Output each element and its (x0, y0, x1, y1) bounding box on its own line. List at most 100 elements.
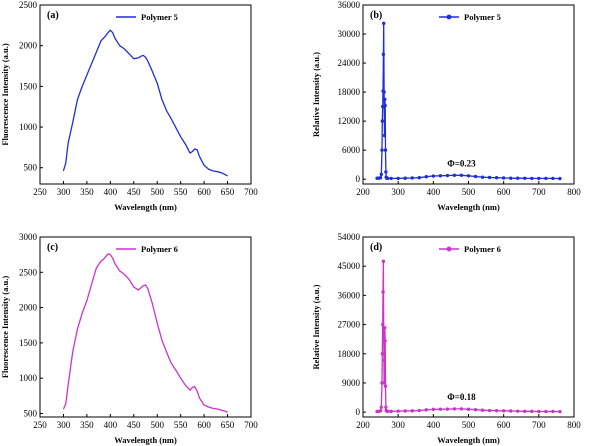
panel-label: (c) (47, 242, 58, 253)
y-tick-label: 18000 (338, 349, 361, 359)
data-point (487, 175, 492, 180)
data-point (473, 408, 478, 412)
legend-marker (446, 14, 452, 20)
data-point (530, 176, 534, 181)
data-point (389, 176, 393, 181)
x-tick-label: 200 (356, 420, 370, 430)
data-point (385, 176, 390, 181)
y-tick-label: 500 (24, 408, 38, 418)
data-point (381, 290, 385, 294)
data-point (501, 176, 506, 180)
data-point (403, 176, 407, 180)
data-point (530, 409, 534, 414)
y-tick-label: 1500 (19, 81, 38, 91)
data-point (523, 176, 527, 180)
y-tick-label: 18000 (338, 87, 361, 97)
data-point (452, 173, 457, 177)
data-point (383, 103, 387, 108)
panel-c: 250 300 350 400 450 500 550 600 650 700 500 1000 150… (0, 232, 258, 445)
data-point (410, 409, 414, 413)
x-tick-label: 500 (462, 187, 476, 197)
data-point (537, 176, 541, 181)
y-axis-label: Fluorescence Intensity (a.u.) (0, 276, 10, 378)
x-tick-label: 450 (127, 187, 141, 197)
x-tick-label: 300 (391, 187, 405, 197)
x-tick-label: 500 (150, 187, 164, 197)
legend-label: Polymer 5 (141, 12, 178, 22)
y-tick-label: 3000 (19, 232, 38, 242)
panel-b: 200 300 400 500 600 700 800 0 6000 12000 18000 2400… (311, 0, 581, 212)
series-line (62, 29, 228, 177)
y-tick-label: 36000 (338, 290, 361, 300)
y-tick-label: 45000 (338, 261, 361, 271)
data-point (383, 339, 387, 343)
data-point (385, 409, 390, 414)
y-tick-label: 500 (24, 163, 38, 173)
x-tick-label: 600 (497, 420, 511, 430)
data-point (551, 176, 555, 181)
data-point (424, 408, 428, 412)
data-point (480, 175, 485, 179)
data-point (438, 174, 443, 178)
data-point (382, 381, 386, 385)
x-tick-label: 350 (80, 187, 94, 197)
x-tick-label: 450 (127, 420, 141, 430)
y-tick-label: 12000 (338, 116, 361, 126)
x-tick-label: 250 (33, 187, 47, 197)
plot-frame (39, 236, 252, 418)
series-line (377, 260, 560, 413)
x-tick-label: 400 (427, 187, 441, 197)
data-point (382, 358, 387, 362)
panel-label: (d) (370, 242, 382, 253)
x-axis-label: Wavelength (nm) (437, 435, 500, 445)
data-point (445, 407, 450, 411)
legend-marker (446, 246, 452, 252)
data-point (466, 174, 471, 178)
data-point (383, 97, 387, 102)
x-tick-label: 800 (567, 187, 581, 197)
x-tick-label: 300 (57, 420, 71, 430)
data-point (551, 409, 555, 414)
x-tick-label: 650 (221, 420, 235, 430)
y-tick-label: 30000 (338, 29, 361, 39)
data-point (417, 176, 421, 180)
data-point (381, 52, 386, 57)
data-point (466, 407, 471, 411)
data-point (516, 409, 520, 413)
data-point (424, 175, 428, 179)
data-point (384, 405, 388, 409)
plot-frame (39, 4, 252, 185)
data-point (378, 176, 383, 180)
data-point (473, 174, 478, 179)
x-tick-label: 700 (244, 187, 258, 197)
data-point (396, 409, 400, 413)
data-point (509, 176, 513, 180)
x-tick-label: 500 (150, 420, 164, 430)
x-tick-label: 550 (174, 187, 188, 197)
x-tick-label: 600 (497, 187, 511, 197)
data-point (383, 326, 387, 330)
y-tick-label: 27000 (338, 320, 361, 330)
data-point (459, 407, 464, 411)
data-point (544, 176, 548, 181)
data-point (380, 119, 385, 123)
x-tick-label: 700 (244, 420, 258, 430)
data-point (379, 172, 383, 177)
series-line (377, 22, 560, 180)
y-tick-label: 9000 (342, 378, 361, 388)
data-point (389, 409, 393, 414)
plot-frame (362, 236, 575, 418)
data-point (382, 90, 386, 94)
data-point (383, 148, 388, 152)
y-tick-label: 2000 (19, 303, 38, 313)
x-tick-label: 300 (391, 420, 405, 430)
data-point (487, 408, 492, 413)
y-tick-label: 36000 (338, 0, 361, 10)
y-tick-label: 24000 (338, 58, 361, 68)
data-point (380, 148, 384, 152)
panel-d: 200 300 400 500 600 700 800 0 9000 18000 27000 3600… (311, 232, 581, 445)
legend-label: Polymer 5 (464, 12, 501, 22)
data-point (380, 352, 385, 356)
data-point (403, 409, 407, 413)
